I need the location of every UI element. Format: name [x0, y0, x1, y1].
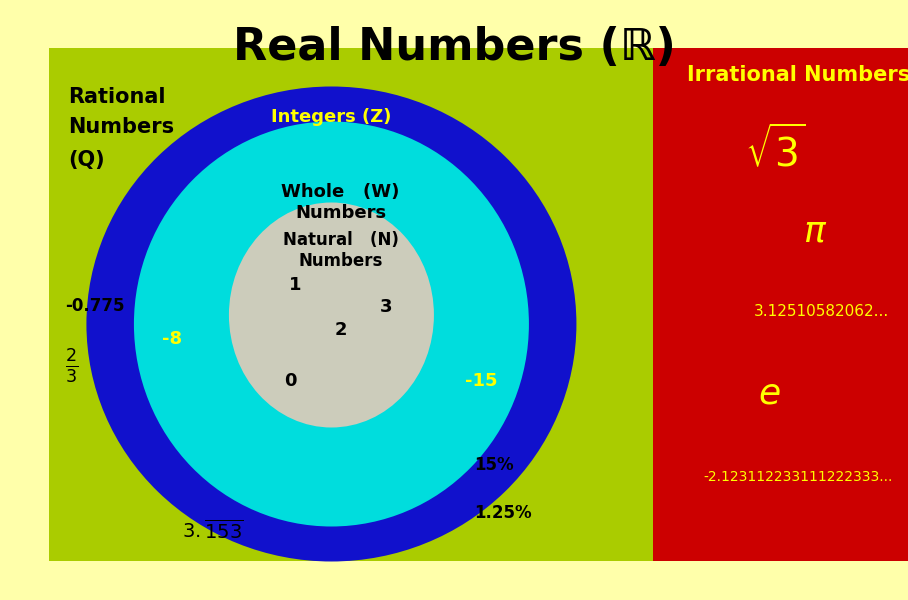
Ellipse shape	[86, 86, 577, 562]
Text: -2.123112233111222333...: -2.123112233111222333...	[704, 470, 893, 484]
Ellipse shape	[229, 202, 434, 427]
Text: $\frac{2}{3}$: $\frac{2}{3}$	[65, 347, 78, 385]
Text: 3.12510582062...: 3.12510582062...	[754, 304, 889, 319]
Text: Numbers: Numbers	[68, 117, 174, 137]
Text: Real Numbers (ℝ): Real Numbers (ℝ)	[232, 26, 676, 70]
Ellipse shape	[133, 121, 529, 527]
Text: Irrational Numbers: Irrational Numbers	[686, 65, 908, 85]
Text: (Q): (Q)	[68, 150, 104, 170]
Text: $3.\overline{153}$: $3.\overline{153}$	[182, 519, 243, 543]
Text: -8: -8	[163, 330, 183, 348]
Text: Rational: Rational	[68, 87, 165, 107]
Text: $\sqrt{3}$: $\sqrt{3}$	[745, 125, 805, 175]
Text: 15%: 15%	[474, 456, 514, 474]
Bar	[653, 48, 908, 561]
Bar	[49, 48, 653, 561]
Text: Integers (Z): Integers (Z)	[271, 108, 391, 126]
Text: Natural   (N): Natural (N)	[282, 231, 399, 249]
Text: $e$: $e$	[758, 376, 780, 410]
Text: -15: -15	[465, 372, 498, 390]
Text: Numbers: Numbers	[295, 204, 386, 222]
Text: Whole   (W): Whole (W)	[281, 183, 400, 201]
Text: 3: 3	[380, 298, 392, 316]
Text: 1: 1	[289, 276, 301, 294]
Text: 1.25%: 1.25%	[474, 504, 531, 522]
Text: -0.775: -0.775	[65, 297, 125, 315]
Text: $\pi$: $\pi$	[804, 214, 828, 248]
Text: 2: 2	[334, 321, 347, 339]
Text: 0: 0	[284, 372, 297, 390]
Text: Numbers: Numbers	[299, 252, 382, 270]
